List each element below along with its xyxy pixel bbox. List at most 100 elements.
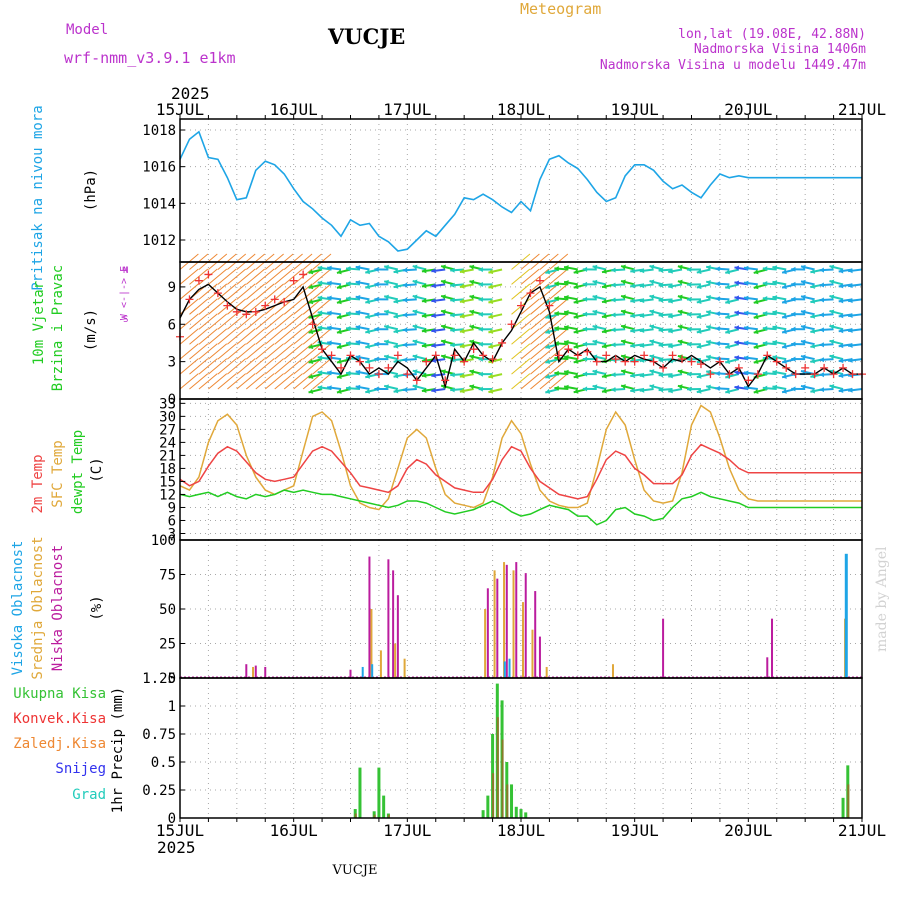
wind-arrow xyxy=(283,358,303,375)
wind-arrow-head xyxy=(601,268,607,274)
wind-arrow-head xyxy=(848,327,853,334)
wind-arrow xyxy=(302,358,322,375)
wind-arrow-head xyxy=(743,385,749,391)
wind-arrow-head xyxy=(469,324,475,330)
wind-arrow xyxy=(189,373,209,390)
wind-gust-marker xyxy=(687,357,696,366)
wind-arrow-head xyxy=(800,309,806,315)
wind-arrow-head xyxy=(421,313,427,319)
wind-arrow-head xyxy=(488,388,494,394)
wind-arrow-head xyxy=(734,280,740,286)
wind-arrow xyxy=(274,328,294,345)
wind-arrow xyxy=(227,328,247,345)
wind-arrow xyxy=(312,268,332,285)
wind-arrow-head xyxy=(753,284,759,290)
wind-arrow-head xyxy=(772,280,778,286)
cloud-bar-mid xyxy=(493,570,496,678)
wind-arrow-head xyxy=(336,388,342,394)
wind-arrow-head xyxy=(564,310,569,316)
wind-arrow xyxy=(539,328,559,345)
wind-arrow xyxy=(217,373,237,390)
wind-arrow-head xyxy=(838,387,844,394)
wind-arrow-head xyxy=(431,313,436,319)
wind-arrow xyxy=(198,313,218,330)
cloud-bar-low xyxy=(534,591,537,678)
wind-arrow xyxy=(312,373,332,390)
wind-arrow-head xyxy=(706,279,711,286)
temp-dew-label: dewpt Temp xyxy=(70,430,86,514)
wind-arrow-head xyxy=(782,343,787,349)
date-label-bottom: 17JUL xyxy=(383,821,431,840)
wind-arrow xyxy=(283,298,303,315)
wind-arrow-head xyxy=(469,264,475,270)
wind-arrow-head xyxy=(365,314,371,320)
wind-arrow-head xyxy=(554,385,559,391)
product-title: Meteogram xyxy=(520,0,601,18)
wind-arrow-head xyxy=(421,372,427,378)
wind-arrow-head xyxy=(459,373,465,379)
wind-arrow-head xyxy=(441,279,446,285)
wind-arrow-head xyxy=(810,268,816,274)
wind-arrow xyxy=(179,283,199,300)
wind-arrow-head xyxy=(582,326,588,332)
wind-arrow-head xyxy=(696,269,702,275)
wind-arrow-head xyxy=(441,264,446,270)
wind-arrow-head xyxy=(649,384,655,390)
wind-arrow-head xyxy=(810,328,816,334)
wind-gust-marker xyxy=(659,363,668,372)
wind-arrow xyxy=(530,373,550,390)
temp-tick-label: 9 xyxy=(168,500,176,516)
wind-arrow-head xyxy=(706,354,711,360)
temp-tick-label: 15 xyxy=(159,474,176,490)
wind-arrow-head xyxy=(450,297,455,303)
wind-arrow xyxy=(283,283,303,300)
wind-arrow xyxy=(511,343,531,360)
wind-arrow-head xyxy=(336,344,342,350)
date-label-top: 16JUL xyxy=(270,100,318,119)
cloud-bar-low xyxy=(392,570,395,678)
wind-arrow-head xyxy=(611,267,616,273)
wind-arrow-head xyxy=(743,340,749,346)
wind-arrow-head xyxy=(658,312,664,318)
wind-gust-marker xyxy=(744,376,753,385)
wind-arrow-head xyxy=(639,283,645,289)
wind-arrow-head xyxy=(393,283,399,289)
cloud-bar-mid xyxy=(512,570,515,678)
wind-arrow-head xyxy=(639,312,645,319)
wind-arrow-head xyxy=(639,268,645,274)
wind-arrow xyxy=(236,343,256,360)
wind-arrow xyxy=(264,358,284,375)
wind-arrow-head xyxy=(658,342,664,348)
wind-arrow xyxy=(302,343,322,360)
wind-arrow-head xyxy=(365,343,371,349)
cloud-bar-mid xyxy=(611,664,614,678)
wind-arrow-head xyxy=(421,283,427,289)
wind-arrow-head xyxy=(554,296,559,302)
wind-arrow-head xyxy=(478,356,483,362)
wind-gust-marker xyxy=(270,295,279,304)
wind-arrow xyxy=(511,328,531,345)
wind-arrow-head xyxy=(791,341,796,347)
wind-arrow-head xyxy=(355,369,361,375)
wind-arrow xyxy=(530,283,550,300)
wind-arrow-head xyxy=(431,342,436,349)
wind-arrow xyxy=(293,328,313,345)
wind-arrow-head xyxy=(706,339,711,345)
wind-arrow xyxy=(520,358,540,375)
wind-gust-marker xyxy=(801,363,810,372)
wind-arrow-head xyxy=(791,386,796,392)
wind-arrow-head xyxy=(488,373,494,379)
wind-arrow-head xyxy=(677,279,683,285)
wind-arrow-head xyxy=(564,339,569,345)
wind-arrow-head xyxy=(564,354,569,360)
cloud-tick-label: 0 xyxy=(168,671,176,687)
wind-arrow xyxy=(179,313,199,330)
wind-arrow-head xyxy=(488,328,494,334)
wind-arrow-head xyxy=(441,369,446,375)
date-label-top: 20JUL xyxy=(724,100,772,119)
wind-arrow-head xyxy=(706,294,711,300)
cloud-low-label: Niska Oblacnost xyxy=(50,545,66,671)
wind-arrow-head xyxy=(753,329,759,335)
wind-arrow-head xyxy=(336,329,342,335)
